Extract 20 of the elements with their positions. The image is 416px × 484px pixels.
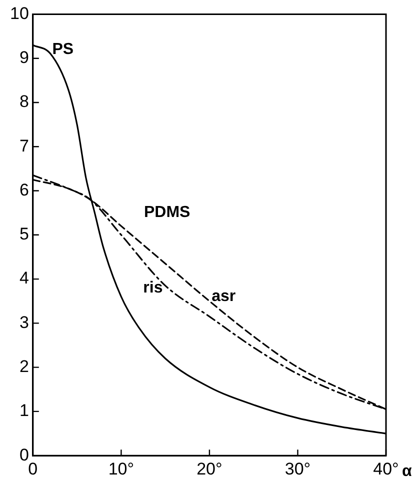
series-label: asr bbox=[212, 288, 236, 306]
x-tick-label: 30° bbox=[284, 459, 311, 478]
y-tick-label: 0 bbox=[19, 445, 29, 464]
x-axis-title: α bbox=[402, 463, 412, 480]
y-tick-label: 2 bbox=[19, 357, 29, 376]
y-tick-label: 10 bbox=[10, 4, 29, 23]
series-label: PS bbox=[52, 40, 74, 58]
y-tick-label: 9 bbox=[19, 48, 29, 68]
x-tick-label: 40° bbox=[373, 459, 399, 478]
x-tick-label: 20° bbox=[196, 459, 222, 478]
y-tick-label: 4 bbox=[19, 268, 29, 288]
y-tick-label: 1 bbox=[19, 401, 29, 420]
y-tick-label: 8 bbox=[19, 92, 29, 112]
annotation: PDMS bbox=[144, 204, 191, 222]
x-tick-label: 10° bbox=[108, 459, 134, 478]
y-tick-label: 7 bbox=[19, 136, 29, 156]
series-label: ris bbox=[143, 279, 163, 296]
y-tick-label: 3 bbox=[19, 312, 29, 332]
y-tick-label: 5 bbox=[19, 224, 29, 244]
y-tick-label: 6 bbox=[19, 180, 29, 200]
